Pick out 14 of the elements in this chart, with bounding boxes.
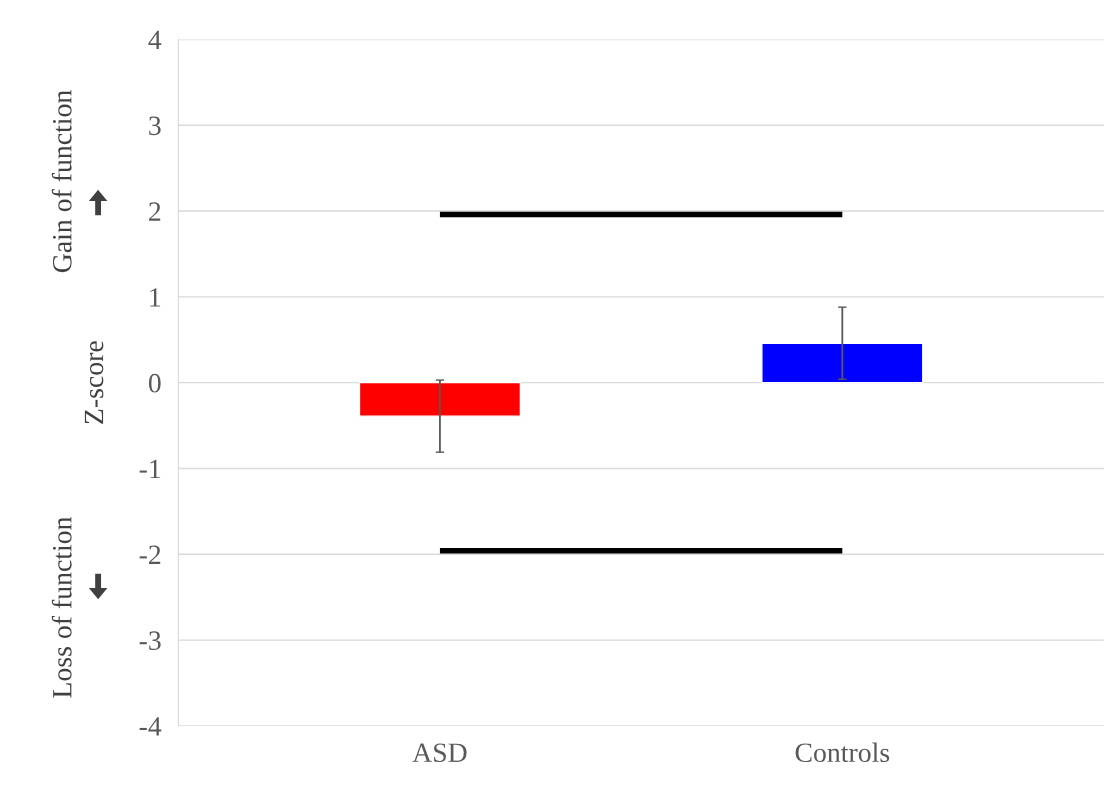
text: Loss of function	[51, 516, 72, 698]
text: Gain of function	[51, 90, 72, 273]
y-tick-label: -4	[139, 717, 162, 736]
y-tick-label: 2	[149, 202, 161, 221]
y-tick-label: 0	[148, 373, 161, 393]
y-axis-title: Z-score	[84, 341, 104, 424]
y-tick-label: 1	[150, 288, 161, 307]
y-tick-label: 4	[148, 30, 162, 50]
y-tick-label: 3	[149, 116, 161, 136]
y-tick-label: -2	[139, 545, 161, 564]
x-tick-label: Controls	[795, 742, 890, 763]
x-tick-label: ASD	[412, 743, 467, 763]
y-tick-label: -3	[139, 631, 161, 650]
y-tick-label: -1	[139, 459, 161, 479]
